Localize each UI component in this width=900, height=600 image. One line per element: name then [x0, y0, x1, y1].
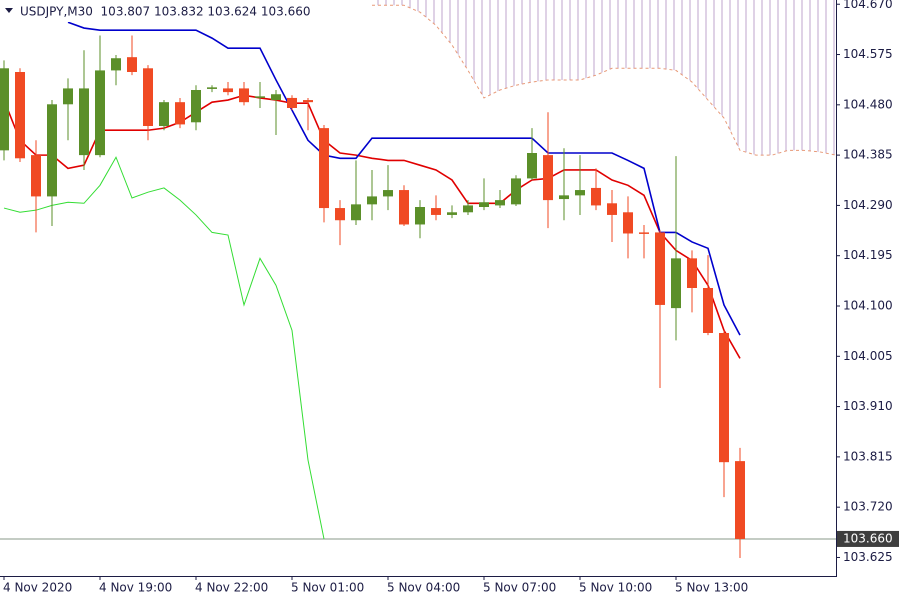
cloud-span-b: [372, 4, 836, 156]
candle-body: [479, 202, 489, 207]
candle-body: [255, 96, 265, 98]
candle-body: [143, 68, 153, 126]
candle-body: [431, 208, 441, 215]
candle-body: [303, 100, 313, 103]
indicator-line: [3, 94, 741, 359]
x-tick-label: 5 Nov 13:00: [675, 581, 748, 595]
indicator-line: [67, 21, 741, 336]
y-tick-label: 104.005: [843, 349, 893, 363]
candle-body: [463, 205, 473, 213]
title-bg: [0, 2, 300, 22]
x-tick-label: 4 Nov 19:00: [99, 581, 172, 595]
last-price-box: [837, 530, 899, 547]
candle-body: [495, 200, 505, 206]
candle-body: [575, 190, 585, 196]
candle-body: [447, 212, 457, 215]
candle-body: [367, 196, 377, 205]
x-tick-label: 4 Nov 2020: [3, 581, 72, 595]
candle-body: [719, 333, 729, 463]
candle-body: [735, 461, 745, 539]
candle-body: [559, 195, 569, 200]
candle-body: [399, 190, 409, 225]
candle-body: [591, 187, 601, 206]
candle-body: [687, 258, 697, 288]
x-tick-label: 5 Nov 04:00: [387, 581, 460, 595]
y-tick-label: 104.575: [843, 47, 893, 61]
y-tick-label: 103.910: [843, 399, 893, 413]
candle-body: [543, 155, 553, 201]
candle-body: [527, 153, 537, 179]
y-tick-label: 104.100: [843, 299, 893, 313]
y-tick-label: 104.385: [843, 148, 893, 162]
candle-body: [607, 203, 617, 215]
candle-body: [0, 68, 9, 151]
candle-body: [511, 178, 521, 205]
indicator-line: [3, 156, 325, 540]
candle-body: [31, 155, 41, 197]
candle-body: [351, 204, 361, 221]
x-tick-label: 4 Nov 22:00: [195, 581, 268, 595]
candle-body: [127, 57, 137, 72]
candle-body: [79, 88, 89, 156]
candle-body: [271, 94, 281, 101]
candle-body: [175, 102, 185, 125]
candle-body: [639, 232, 649, 234]
candle-body: [63, 88, 73, 105]
candle-body: [47, 104, 57, 197]
candle-body: [287, 97, 297, 108]
candle-body: [239, 88, 249, 103]
candle-body: [655, 232, 665, 305]
candle-body: [623, 212, 633, 234]
y-tick-label: 104.290: [843, 198, 893, 212]
y-tick-label: 103.720: [843, 500, 893, 514]
y-tick-label: 104.670: [843, 0, 893, 11]
candle-body: [415, 207, 425, 225]
candle-body: [319, 128, 329, 209]
y-tick-label: 103.625: [843, 550, 893, 564]
candle-body: [111, 58, 121, 71]
x-tick-label: 5 Nov 01:00: [291, 581, 364, 595]
y-tick-label: 103.815: [843, 449, 893, 463]
candle-body: [335, 208, 345, 221]
candle-body: [207, 87, 217, 89]
candle-body: [159, 102, 169, 126]
candle-body: [223, 88, 233, 93]
x-tick-label: 5 Nov 07:00: [483, 581, 556, 595]
menu-arrow[interactable]: [5, 8, 13, 13]
candle-body: [671, 258, 681, 309]
candle-body: [15, 72, 25, 159]
candle-body: [703, 288, 713, 333]
cloud-area: [372, 0, 836, 156]
x-tick-label: 5 Nov 10:00: [579, 581, 652, 595]
y-tick-label: 104.195: [843, 248, 893, 262]
candle-body: [95, 70, 105, 156]
chart-title: USDJPY,M30 103.807 103.832 103.624 103.6…: [20, 5, 310, 19]
y-tick-label: 104.480: [843, 97, 893, 111]
candle-body: [191, 90, 201, 123]
last-price-label: 103.660: [843, 531, 893, 545]
candle-body: [383, 190, 393, 197]
plot-area: [0, 0, 836, 558]
